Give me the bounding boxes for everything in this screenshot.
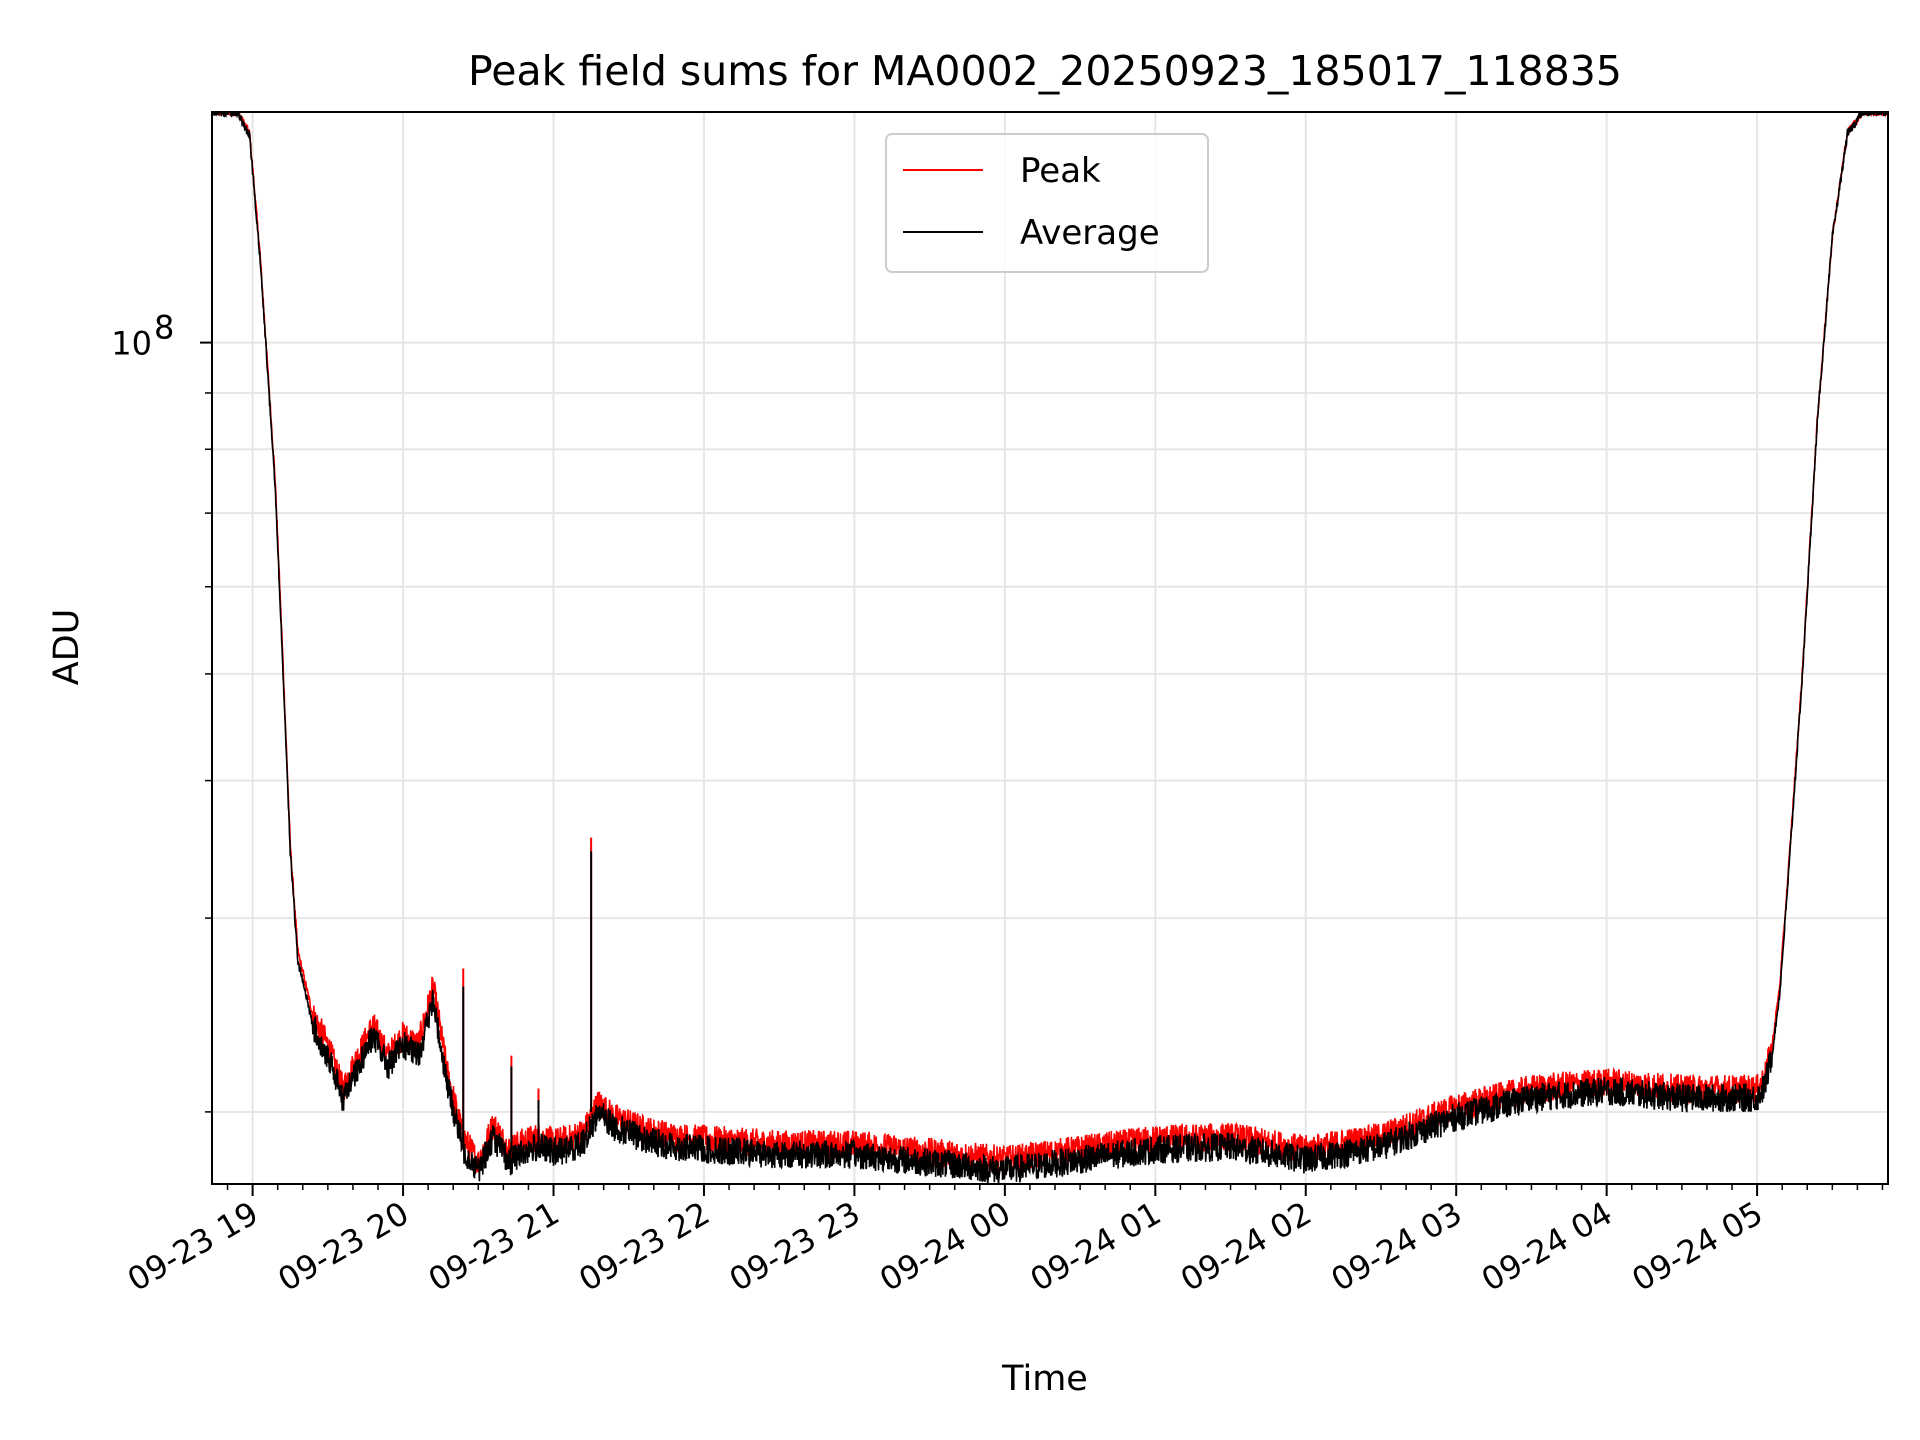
legend-label-average: Average: [1020, 213, 1160, 253]
chart-title: Peak field sums for MA0002_20250923_1850…: [468, 47, 1622, 95]
legend-label-peak: Peak: [1020, 151, 1101, 191]
x-axis-label: Time: [1001, 1359, 1088, 1399]
y-axis-label: ADU: [47, 609, 87, 686]
plot-frame: [211, 111, 1889, 1185]
series-group: [212, 112, 1888, 1184]
y-tick-label-base: 10: [111, 325, 152, 363]
series-line-average: [212, 112, 1888, 1184]
legend: Peak Average: [885, 133, 1209, 273]
legend-box: [885, 133, 1209, 273]
y-tick-label-exponent: 8: [154, 309, 174, 347]
grid: [212, 112, 1888, 1184]
